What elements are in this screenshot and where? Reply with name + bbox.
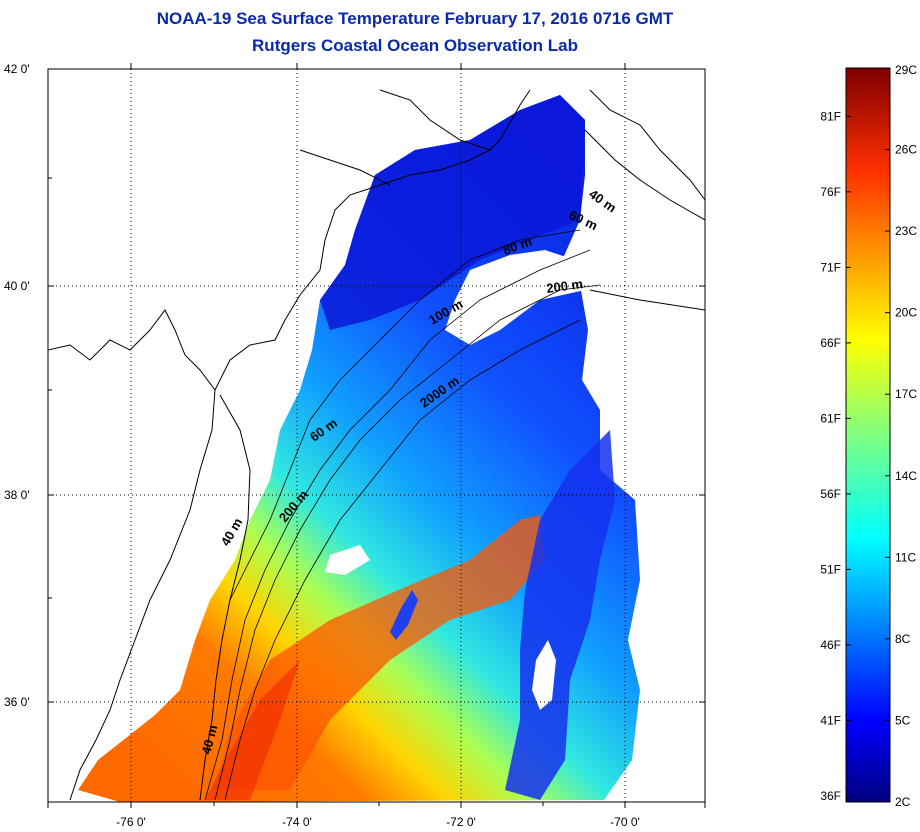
colorbar-c-label: 5C <box>895 713 911 727</box>
map-plot-area <box>78 95 640 802</box>
map-frame <box>47 68 706 803</box>
contour-label: 40 m <box>198 723 220 756</box>
colorbar-fahrenheit-labels: 81F 76F 71F 66F 61F 56F 51F 46F 41F 36F <box>820 109 841 803</box>
colorbar-c-label: 14C <box>895 469 917 483</box>
colorbar-ticks <box>846 67 890 803</box>
colorbar-celsius-labels: 29C 26C 23C 20C 17C 14C 11C 8C 5C 2C <box>895 63 917 809</box>
map-ticks <box>47 63 706 808</box>
colorbar <box>845 67 891 803</box>
colorbar-c-label: 2C <box>895 795 911 809</box>
lat-label-36: 36 0' <box>4 695 30 709</box>
colorbar-c-label: 26C <box>895 143 917 157</box>
colorbar-c-label: 17C <box>895 387 917 401</box>
lon-label-74: -74 0' <box>282 815 312 829</box>
colorbar-f-label: 81F <box>820 109 841 123</box>
colorbar-f-label: 46F <box>820 638 841 652</box>
lon-label-70: -70 0' <box>610 815 640 829</box>
colorbar-c-label: 29C <box>895 63 917 77</box>
contour-label: 40 m <box>586 186 619 215</box>
colorbar-c-label: 11C <box>895 550 916 564</box>
shelf-cold-water <box>320 95 585 330</box>
colorbar-f-label: 71F <box>820 260 841 274</box>
map-subtitle: Rutgers Coastal Ocean Observation Lab <box>252 36 578 55</box>
map-title: NOAA-19 Sea Surface Temperature February… <box>156 9 674 28</box>
contour-label: 200 m <box>545 276 584 296</box>
cold-filament <box>390 590 418 640</box>
colorbar-f-label: 76F <box>820 185 841 199</box>
colorbar-c-label: 8C <box>895 632 911 646</box>
offshore-cold-band <box>505 430 615 800</box>
lat-label-38: 38 0' <box>4 488 30 502</box>
cloud-gap-mid <box>325 545 370 575</box>
colorbar-f-label: 61F <box>820 411 841 425</box>
colorbar-f-label: 66F <box>820 336 841 350</box>
colorbar-f-label: 36F <box>820 789 841 803</box>
map-grid <box>48 69 705 802</box>
lon-label-72: -72 0' <box>446 815 476 829</box>
cloud-gap-south <box>532 640 556 710</box>
lat-label-40: 40 0' <box>4 279 30 293</box>
lat-label-42: 42 0' <box>4 62 30 76</box>
colorbar-f-label: 41F <box>820 713 841 727</box>
gulf-stream-hot-core <box>205 660 300 800</box>
colorbar-c-label: 20C <box>895 306 917 320</box>
colorbar-c-label: 23C <box>895 224 917 238</box>
bathymetry-contours <box>204 229 601 801</box>
colorbar-f-label: 56F <box>820 487 841 501</box>
cloud-gap-east <box>445 250 585 345</box>
colorbar-f-label: 51F <box>820 562 841 576</box>
lon-label-76: -76 0' <box>116 815 146 829</box>
